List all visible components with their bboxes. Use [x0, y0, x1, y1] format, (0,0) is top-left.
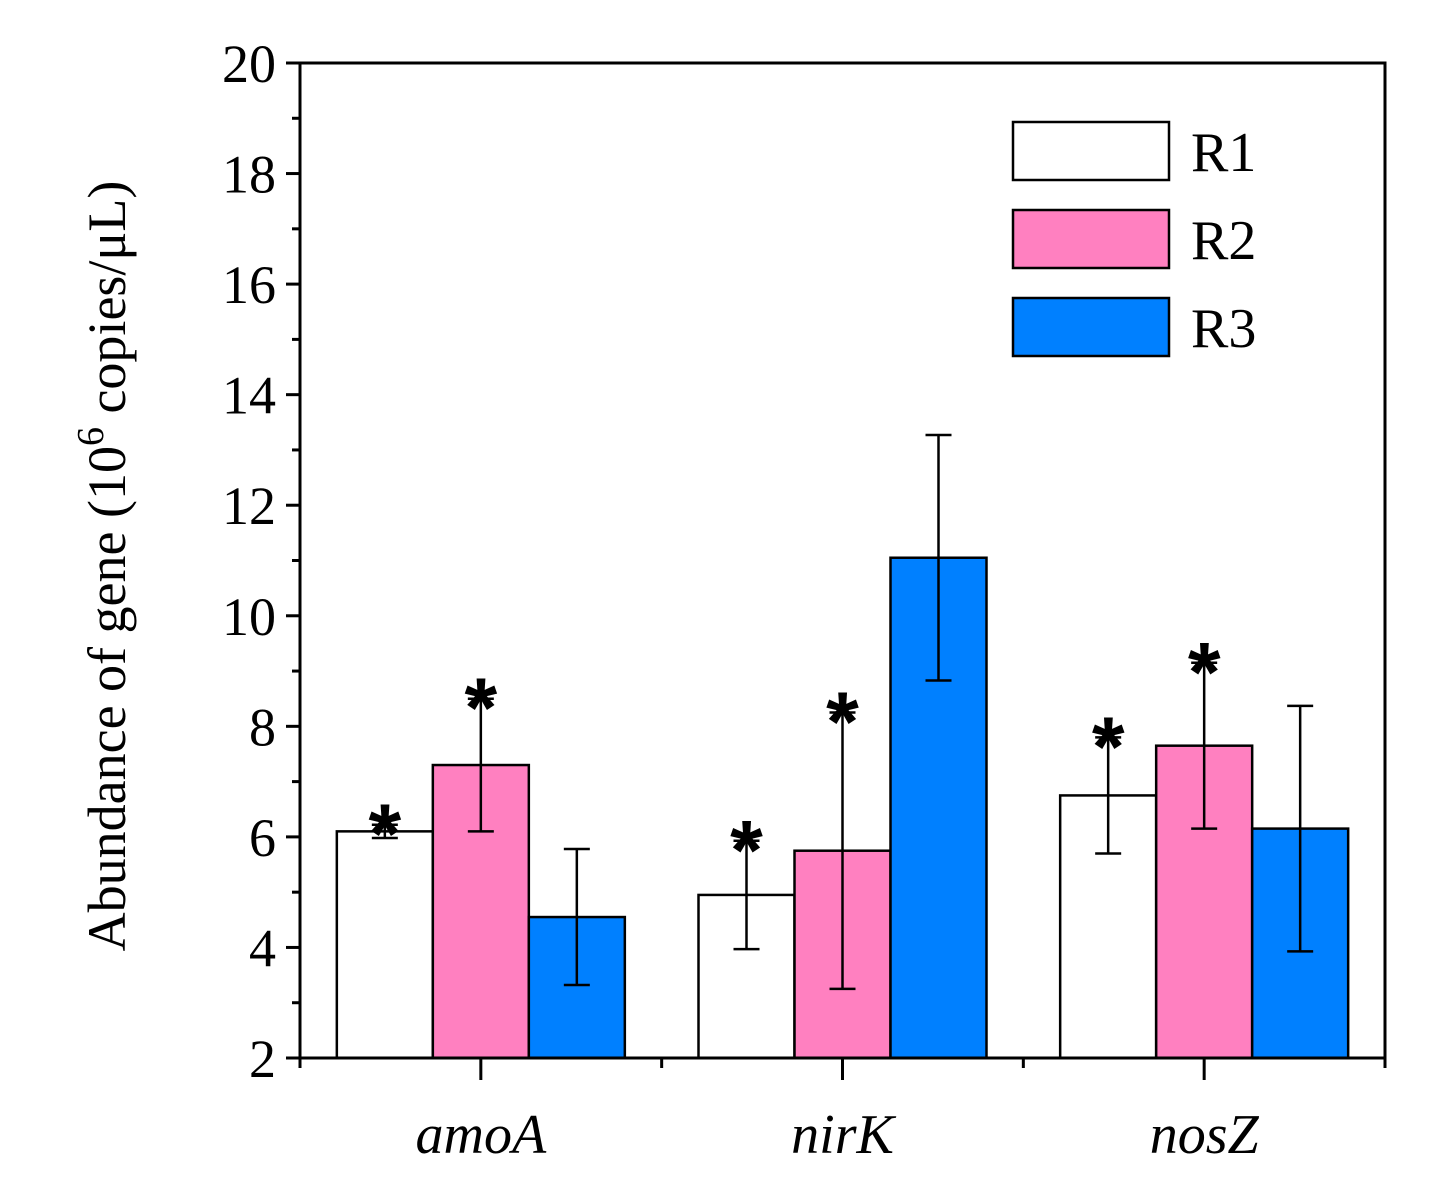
legend-label-R2: R2: [1191, 210, 1256, 272]
y-axis-label-main: Abundance of gene (10: [77, 446, 137, 951]
significance-marker-nosZ-R1: *: [1092, 699, 1125, 793]
x-tick-label-amoA: amoA: [416, 1104, 547, 1166]
plot-area: * * * * * *: [335, 433, 1350, 1060]
significance-marker-nirK-R1: *: [730, 803, 763, 897]
y-tick-label-10: 10: [222, 587, 276, 647]
significance-marker-nosZ-R2: *: [1188, 625, 1221, 719]
y-axis-label: Abundance of gene (106 copies/μL): [70, 181, 137, 952]
bar-amoA-R1: [335, 830, 435, 1060]
legend: R1 R2 R3: [1011, 120, 1256, 360]
y-tick-label-12: 12: [222, 476, 276, 536]
legend-label-R3: R3: [1191, 298, 1256, 360]
y-axis-label-unit: copies/μL): [77, 181, 137, 427]
y-tick-label-20: 20: [222, 34, 276, 94]
y-axis-label-exponent: 6: [70, 427, 112, 446]
legend-swatch-R2: [1011, 208, 1171, 270]
y-tick-label-16: 16: [222, 255, 276, 315]
axes: 2 4 6 8 10 12 14 16 18 20 amoA nirK nosZ: [222, 34, 1387, 1166]
significance-marker-amoA-R1: *: [368, 787, 401, 881]
y-tick-label-4: 4: [249, 918, 276, 978]
x-tick-label-nirK: nirK: [791, 1104, 896, 1166]
y-tick-label-8: 8: [249, 697, 276, 757]
legend-label-R1: R1: [1191, 122, 1256, 184]
legend-swatch-R1: [1011, 120, 1171, 182]
y-tick-label-14: 14: [222, 366, 276, 426]
significance-marker-amoA-R2: *: [464, 661, 497, 755]
y-tick-label-18: 18: [222, 145, 276, 205]
legend-swatch-R3: [1011, 296, 1171, 358]
y-tick-label-6: 6: [249, 808, 276, 868]
significance-marker-nirK-R2: *: [826, 675, 859, 769]
x-tick-label-nosZ: nosZ: [1150, 1104, 1260, 1166]
y-tick-label-2: 2: [249, 1029, 276, 1089]
